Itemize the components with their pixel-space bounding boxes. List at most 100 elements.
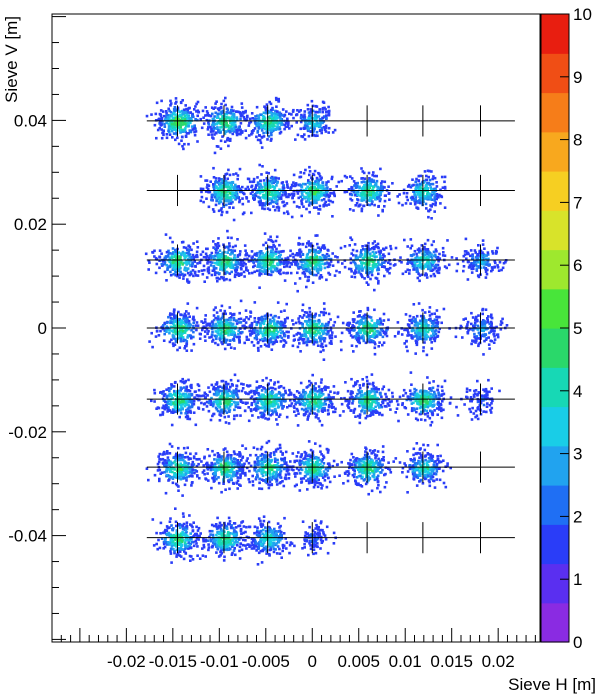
spot-pixel — [414, 199, 418, 203]
spot-pixel — [219, 122, 223, 126]
spot-pixel — [190, 328, 193, 332]
spot-pixel — [156, 128, 160, 132]
spot-pixel — [373, 323, 376, 327]
spot-pixel — [324, 324, 328, 327]
spot-pixel — [316, 344, 320, 347]
spot-pixel — [283, 203, 287, 207]
spot-pixel — [374, 330, 377, 333]
spot-pixel — [329, 199, 332, 203]
spot-pixel — [257, 262, 260, 265]
spot-pixel — [214, 106, 217, 109]
spot-pixel — [371, 191, 374, 195]
spot-pixel — [290, 183, 294, 187]
spot-pixel — [371, 339, 375, 343]
spot-pixel — [441, 186, 445, 189]
spot-pixel — [221, 327, 224, 331]
spot-pixel — [173, 128, 176, 131]
spot-pixel — [245, 338, 249, 341]
spot-pixel — [294, 321, 298, 325]
spot-pixel — [201, 250, 205, 254]
spot-pixel — [172, 250, 175, 254]
spot-pixel — [271, 340, 275, 344]
spot-pixel — [196, 100, 200, 104]
spot-pixel — [299, 195, 302, 199]
spot-pixel — [202, 122, 206, 125]
spot-pixel — [168, 257, 172, 261]
spot-pixel — [305, 256, 308, 260]
spot-pixel — [358, 310, 361, 313]
spot-pixel — [253, 193, 257, 196]
spot-pixel — [200, 269, 204, 272]
spot-pixel — [350, 238, 354, 242]
spot-pixel — [352, 259, 355, 262]
spot-pixel — [315, 327, 318, 331]
spot-pixel — [263, 204, 267, 207]
spot-pixel — [238, 335, 241, 339]
spot-pixel — [269, 252, 272, 256]
spot-pixel — [208, 190, 211, 194]
spot-pixel — [232, 325, 236, 329]
spot-pixel — [228, 262, 232, 266]
spot-pixel — [270, 113, 274, 117]
spot-pixel — [213, 334, 217, 338]
spot-pixel — [311, 196, 315, 199]
spot-pixel — [154, 271, 158, 275]
spot-pixel — [229, 184, 233, 187]
spot-pixel — [147, 259, 151, 262]
spot-pixel — [373, 325, 376, 328]
spot-pixel — [430, 198, 434, 201]
spot-pixel — [218, 338, 222, 342]
spot-pixel — [228, 139, 232, 142]
spot-pixel — [382, 312, 386, 316]
spot-pixel — [262, 261, 266, 265]
spot-pixel — [416, 185, 419, 189]
spot-pixel — [360, 207, 364, 210]
spot-pixel — [306, 185, 310, 189]
spot-pixel — [246, 269, 250, 272]
spot-pixel — [325, 181, 328, 184]
spot-pixel — [360, 249, 363, 252]
spot-pixel — [264, 241, 268, 245]
spot-pixel — [271, 264, 275, 268]
spot-pixel — [168, 329, 171, 332]
spot-pixel — [241, 212, 245, 216]
spot-pixel — [221, 268, 225, 272]
spot-pixel — [230, 236, 233, 240]
spot-pixel — [373, 342, 377, 346]
spot-pixel — [377, 204, 380, 208]
spot-pixel — [197, 270, 201, 273]
spot-pixel — [256, 181, 260, 184]
spot-pixel — [307, 179, 310, 182]
spot-pixel — [177, 255, 181, 258]
spot-pixel — [226, 136, 230, 140]
spot-pixel — [253, 301, 257, 304]
spot-pixel — [267, 135, 271, 138]
spot-pixel — [242, 270, 246, 274]
spot-pixel — [268, 318, 272, 322]
spot-pixel — [196, 140, 199, 143]
spot-pixel — [387, 318, 390, 322]
spot-pixel — [218, 337, 221, 340]
spot-pixel — [193, 318, 196, 322]
spot-pixel — [306, 338, 310, 342]
spot-pixel — [387, 261, 390, 264]
spot-pixel — [276, 112, 280, 115]
spot-pixel — [484, 263, 487, 266]
spot-pixel — [307, 128, 310, 131]
spot-pixel — [428, 178, 432, 182]
spot-pixel — [315, 120, 318, 123]
spot-pixel — [237, 128, 241, 132]
spot-pixel — [431, 264, 434, 267]
spot-pixel — [230, 105, 234, 109]
spot-pixel — [191, 253, 195, 257]
spot-pixel — [289, 249, 292, 253]
spot-pixel — [228, 206, 231, 209]
spot-pixel — [178, 263, 181, 267]
spot-pixel — [376, 186, 379, 189]
spot-pixel — [153, 249, 156, 253]
spot-pixel — [195, 253, 199, 257]
spot-pixel — [232, 206, 235, 209]
spot-pixel — [217, 237, 220, 240]
spot-pixel — [361, 197, 364, 200]
spot-pixel — [259, 338, 262, 342]
